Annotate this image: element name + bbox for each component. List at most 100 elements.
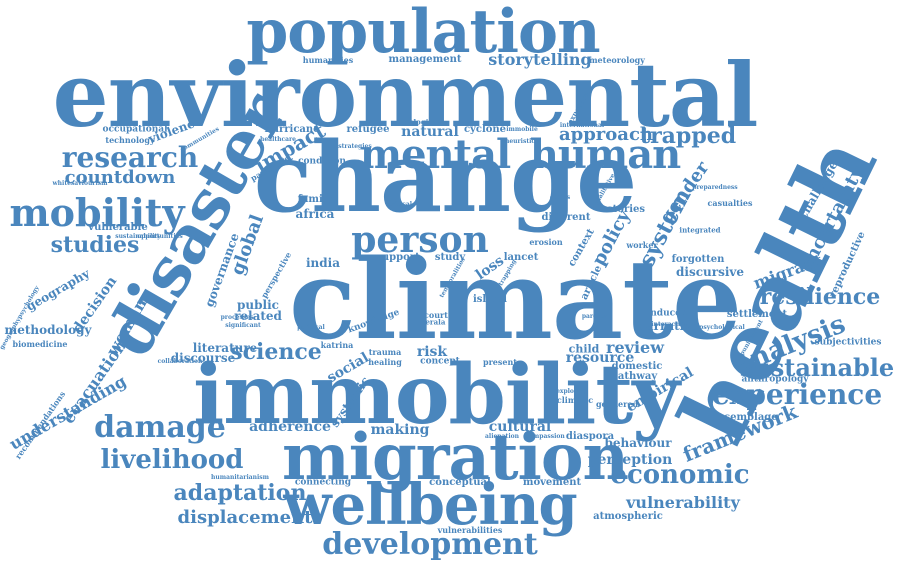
word-biomedicine: biomedicine <box>12 339 68 349</box>
word-international: international <box>559 122 605 129</box>
word-damage: damage <box>94 410 226 445</box>
word-trapped: trapped <box>639 123 737 149</box>
word-condition: condition <box>298 156 346 167</box>
word-climate: climate <box>288 235 742 364</box>
word-making: making <box>370 422 430 438</box>
word-diaspora: diaspora <box>565 431 615 442</box>
word-different: different <box>541 212 591 223</box>
word-cyclone: cyclone <box>463 124 507 135</box>
word-behaviour: behaviour <box>604 436 672 450</box>
word-healthcare: healthcare <box>260 136 296 143</box>
word-studies: studies <box>50 232 140 258</box>
word-atmospheric: atmospheric <box>593 511 663 522</box>
word-storytelling: storytelling <box>488 50 592 69</box>
word-sustainable: sustainable <box>739 353 895 382</box>
word-adherence: adherence <box>249 419 331 435</box>
word-africa: africa <box>295 207 335 221</box>
word-humanities: humanities <box>302 55 354 65</box>
word-connecting: connecting <box>294 477 352 488</box>
word-methodology: methodology <box>4 323 92 337</box>
word-climatic: climatic <box>556 395 594 405</box>
word-study: study <box>434 252 466 263</box>
word-perception: perception <box>587 452 673 468</box>
word-human: human <box>529 131 681 178</box>
word-assemblage: assemblage <box>712 412 778 423</box>
word-political: political <box>297 324 325 331</box>
word-katrina: katrina <box>320 340 354 350</box>
word-humanitarianism: humanitarianism <box>211 474 269 481</box>
word-erosion: erosion <box>529 237 563 247</box>
word-gendered: gendered <box>595 399 639 409</box>
word-india: india <box>305 256 341 270</box>
word-concept: concept <box>420 356 460 367</box>
word-court: court <box>424 310 448 320</box>
word-natural: natural <box>401 124 459 140</box>
word-risk: risk <box>416 344 448 360</box>
word-change: change <box>253 121 637 234</box>
word-collaboration: collaboration <box>157 358 203 365</box>
word-public: public <box>237 298 279 312</box>
word-lancet: lancet <box>503 252 539 263</box>
word-occupational: occupational <box>102 124 168 135</box>
word-strategies: strategies <box>338 143 372 150</box>
word-vulnerability: vulnerability <box>626 493 740 512</box>
word-settlement: settlement <box>726 309 788 320</box>
word-meteorology: meteorology <box>589 55 645 65</box>
word-casualties: casualties <box>707 198 753 208</box>
word-related: related <box>234 309 282 323</box>
word-processes: processes <box>220 314 254 321</box>
word-movement: movement <box>522 477 582 488</box>
word-development: development <box>322 527 538 562</box>
word-mobility: mobility <box>9 190 185 235</box>
word-ecological: ecological <box>400 117 440 127</box>
word-management: management <box>388 54 462 65</box>
word-literature: literature <box>192 341 258 355</box>
word-technology: technology <box>105 135 155 145</box>
word-experience: experience <box>711 378 883 411</box>
word-resource: resource <box>565 350 635 366</box>
word-resilience: resilience <box>759 284 881 310</box>
word-integrated: integrated <box>679 225 721 235</box>
word-alienation: alienation <box>485 433 519 440</box>
word-adaptation: adaptation <box>173 480 307 506</box>
word-vulnerable: vulnerable <box>88 222 148 233</box>
word-migration: migration <box>281 420 629 495</box>
word-subjectivities: subjectivities <box>814 337 882 348</box>
word-whitesaviourism: whitesaviourism <box>52 180 108 187</box>
word-displacement: displacement <box>177 507 313 528</box>
word-significant: significant <box>225 322 261 329</box>
word-approach: approach <box>558 124 654 145</box>
word-healing: healing <box>368 357 402 367</box>
word-kerala: kerala <box>420 317 446 327</box>
word-preparedness: preparedness <box>692 184 738 191</box>
word-narrative: narrative <box>637 319 699 333</box>
word-forgotten: forgotten <box>671 254 725 265</box>
word-sustainability: sustainability <box>115 233 161 240</box>
word-exploring: exploring <box>556 388 588 395</box>
word-interaction: interaction <box>651 321 689 328</box>
word-critical: critical <box>388 201 412 208</box>
word-worker: worker <box>626 240 658 250</box>
word-livelihood: livelihood <box>100 445 244 475</box>
word-island: island <box>473 294 507 305</box>
word-vulnerabilities: vulnerabilities <box>437 525 503 535</box>
word-family: family <box>297 194 333 205</box>
word-refugee: refugee <box>346 124 390 135</box>
word-opportunities: opportunities <box>137 233 183 240</box>
word-science: science <box>230 339 322 365</box>
word-heuristic: heuristic <box>504 138 536 145</box>
word-present: present <box>482 357 518 367</box>
word-induced: induced <box>646 308 688 319</box>
word-discursive: discursive <box>676 265 744 279</box>
word-mental: mental <box>359 131 511 178</box>
word-discourse: discourse <box>170 351 236 365</box>
word-cultural: cultural <box>488 419 552 435</box>
word-review: review <box>606 338 664 357</box>
word-person: person <box>351 219 489 261</box>
word-pathway: pathway <box>610 371 658 382</box>
word-immobile: immobile <box>506 126 538 133</box>
word-child: child <box>568 342 600 356</box>
word-support: support <box>376 252 420 263</box>
word-ethics: ethics <box>549 194 571 201</box>
